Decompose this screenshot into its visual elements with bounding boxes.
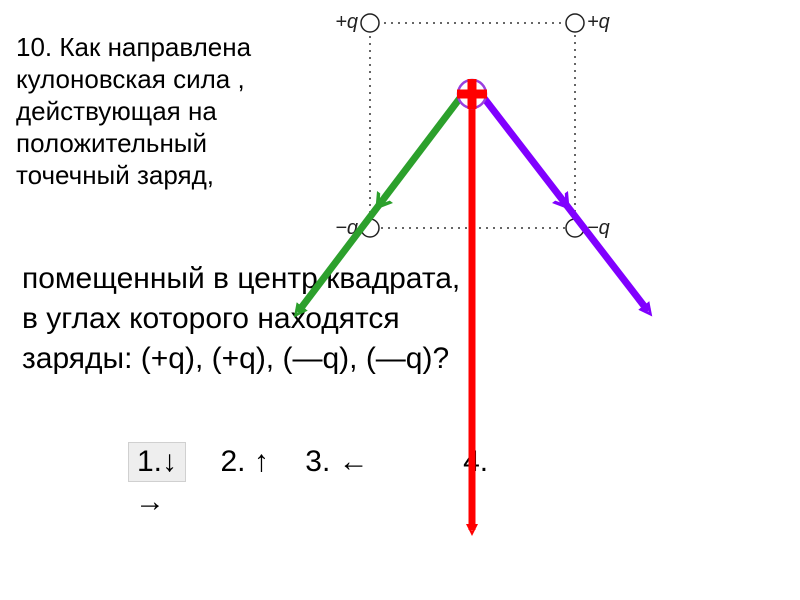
charge-tr-label: +q bbox=[587, 11, 610, 33]
diagram-svg: +q +q −q −q bbox=[0, 0, 800, 600]
charge-tl bbox=[361, 14, 379, 32]
charge-tl-label: +q bbox=[335, 11, 358, 33]
charge-tr bbox=[566, 14, 584, 32]
